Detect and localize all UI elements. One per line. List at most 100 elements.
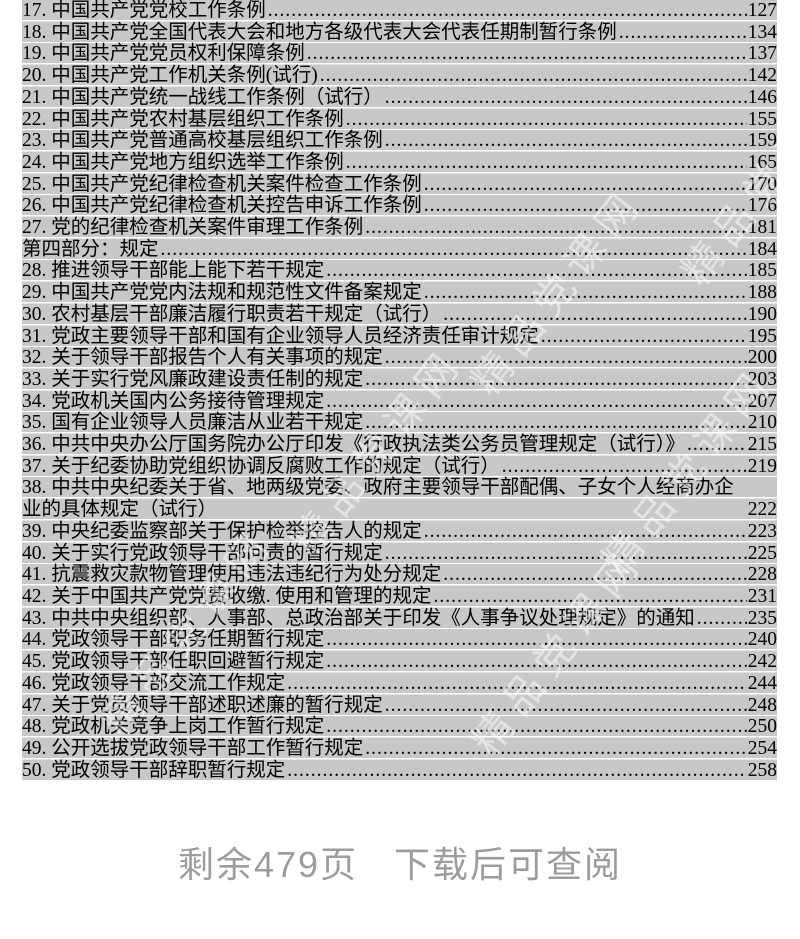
download-hint-text: 下载后可查阅 bbox=[394, 844, 623, 885]
toc-dot-leader: ........................................… bbox=[345, 151, 747, 173]
toc-dot-leader: ........................................… bbox=[384, 694, 747, 716]
toc-dot-leader: ........................................… bbox=[287, 759, 746, 781]
toc-entry-page-number: 146 bbox=[747, 86, 777, 108]
toc-dot-leader: ........................................… bbox=[365, 412, 747, 434]
toc-dot-leader: ........................................… bbox=[319, 65, 747, 87]
toc-entry-title: 35. 国有企业领导人员廉洁从业若干规定 bbox=[22, 412, 364, 434]
toc-entry: 23. 中国共产党普通高校基层组织工作条例 ..................… bbox=[22, 130, 777, 152]
toc-entry-page-number: 258 bbox=[747, 759, 777, 781]
toc-entry-title: 29. 中国共产党党内法规和规范性文件备案规定 bbox=[22, 282, 422, 304]
toc-entry-page-number: 210 bbox=[747, 412, 777, 434]
toc-entry-page-number: 200 bbox=[747, 347, 777, 369]
toc-dot-leader: ........................................… bbox=[433, 585, 747, 607]
toc-entry-page-number: 137 bbox=[747, 43, 777, 65]
toc-dot-leader: ........................................… bbox=[267, 0, 747, 21]
toc-entry-title: 36. 中共中央办公厅国务院办公厅印发《行政执法类公务员管理规定（试行）》 bbox=[22, 434, 686, 456]
toc-entry: 21. 中国共产党统一战线工作条例（试行） ..................… bbox=[22, 86, 777, 109]
toc-entry-title: 25. 中国共产党纪律检查机关案件检查工作条例 bbox=[22, 173, 422, 195]
toc-dot-leader: ........................................… bbox=[501, 455, 747, 477]
toc-entry: 36. 中共中央办公厅国务院办公厅印发《行政执法类公务员管理规定（试行）》 ..… bbox=[22, 434, 777, 456]
toc-entry-title: 43. 中共中央组织部、人事部、总政治部关于印发《人事争议处理规定》的通知 bbox=[22, 607, 695, 629]
toc-entry-page-number: 203 bbox=[747, 368, 777, 390]
toc-entry-title: 20. 中国共产党工作机关条例(试行) bbox=[22, 65, 318, 87]
toc-entry-title: 39. 中央纪委监察部关于保护检举控告人的规定 bbox=[22, 520, 422, 542]
toc-entry-title: 26. 中国共产党纪律检查机关控告申诉工作条例 bbox=[22, 195, 422, 217]
toc-entry: 20. 中国共产党工作机关条例(试行) ....................… bbox=[22, 65, 777, 87]
toc-entry-page-number: 142 bbox=[747, 65, 777, 87]
toc-entry-page-number: 159 bbox=[747, 130, 777, 152]
toc-dot-leader: ........................................… bbox=[423, 173, 747, 195]
toc-entry-page-number: 228 bbox=[747, 564, 777, 586]
toc-dot-leader: ........................................… bbox=[423, 195, 747, 217]
toc-entry: 24. 中国共产党地方组织选举工作条例 ....................… bbox=[22, 151, 777, 174]
toc-entry: 28. 推进领导干部能上能下若干规定 .....................… bbox=[22, 260, 777, 283]
toc-entry-title: 24. 中国共产党地方组织选举工作条例 bbox=[22, 151, 344, 173]
toc-entry-page-number: 215 bbox=[747, 434, 777, 456]
toc-entry-title: 33. 关于实行党风廉政建设责任制的规定 bbox=[22, 368, 364, 390]
toc-entry-page-number: 184 bbox=[747, 238, 777, 260]
toc-list: 17. 中国共产党党校工作条例 ........................… bbox=[22, 0, 777, 782]
toc-entry: 38. 中共中央纪委关于省、地两级党委、政府主要领导干部配偶、子女个人经商办企业… bbox=[22, 477, 777, 521]
toc-entry-title: 27. 党的纪律检查机关案件审理工作条例 bbox=[22, 217, 364, 239]
toc-entry-page-number: 165 bbox=[747, 151, 777, 173]
toc-entry: 26. 中国共产党纪律检查机关控告申诉工作条例 ................… bbox=[22, 195, 777, 218]
toc-entry-title: 45. 党政领导干部任职回避暂行规定 bbox=[22, 651, 325, 673]
toc-entry-title: 第四部分：规定 bbox=[22, 238, 159, 260]
toc-dot-leader: ........................................… bbox=[160, 238, 747, 260]
toc-entry-title: 34. 党政机关国内公务接待管理规定 bbox=[22, 390, 325, 412]
toc-dot-leader: ........................................… bbox=[326, 260, 747, 282]
toc-dot-leader: ........................................… bbox=[287, 672, 746, 694]
toc-entry-page-number: 248 bbox=[747, 694, 777, 716]
toc-entry-title: 44. 党政领导干部职务任期暂行规定 bbox=[22, 629, 325, 651]
toc-entry-title: 38. 中共中央纪委关于省、地两级党委、政府主要领导干部配偶、子女个人经商办企业… bbox=[22, 477, 734, 521]
toc-dot-leader: ........................................… bbox=[384, 86, 747, 108]
toc-dot-leader: ........................................… bbox=[384, 347, 747, 369]
toc-entry-page-number: 155 bbox=[747, 108, 777, 130]
toc-entry: 35. 国有企业领导人员廉洁从业若干规定 ...................… bbox=[22, 412, 777, 435]
toc-entry: 27. 党的纪律检查机关案件审理工作条例 ...................… bbox=[22, 217, 777, 239]
toc-entry-page-number: 240 bbox=[747, 629, 777, 651]
toc-entry: 第四部分：规定 ................................… bbox=[22, 238, 777, 261]
toc-entry-page-number: 188 bbox=[747, 282, 777, 304]
toc-dot-leader: ........................................… bbox=[345, 108, 747, 130]
toc-dot-leader: ........................................… bbox=[540, 325, 747, 347]
toc-entry-title: 42. 关于中国共产党党费收缴. 使用和管理的规定 bbox=[22, 585, 432, 607]
toc-entry-title: 23. 中国共产党普通高校基层组织工作条例 bbox=[22, 130, 383, 152]
toc-entry-page-number: 254 bbox=[747, 737, 777, 759]
toc-dot-leader: ........................................… bbox=[365, 737, 747, 759]
toc-entry: 32. 关于领导干部报告个人有关事项的规定 ..................… bbox=[22, 347, 777, 369]
toc-entry-page-number: 231 bbox=[747, 585, 777, 607]
toc-entry-title: 47. 关于党员领导干部述职述廉的暂行规定 bbox=[22, 694, 383, 716]
toc-entry-title: 30. 农村基层干部廉洁履行职责若干规定（试行） bbox=[22, 303, 442, 325]
toc-entry: 39. 中央纪委监察部关于保护检举控告人的规定 ................… bbox=[22, 520, 777, 543]
toc-dot-leader: ........................................… bbox=[306, 43, 747, 65]
toc-entry-page-number: 181 bbox=[747, 217, 777, 239]
toc-dot-leader: ........................................… bbox=[443, 564, 746, 586]
toc-dot-leader: ........................................… bbox=[423, 520, 747, 542]
toc-entry-title: 37. 关于纪委协助党组织协调反腐败工作的规定（试行） bbox=[22, 455, 500, 477]
toc-dot-leader: ........................................… bbox=[326, 651, 747, 673]
toc-entry-page-number: 176 bbox=[747, 195, 777, 217]
toc-entry-page-number: 219 bbox=[747, 455, 777, 477]
toc-entry: 34. 党政机关国内公务接待管理规定 .....................… bbox=[22, 390, 777, 413]
toc-entry: 29. 中国共产党党内法规和规范性文件备案规定 ................… bbox=[22, 282, 777, 304]
toc-entry-page-number: 223 bbox=[747, 520, 777, 542]
toc-entry-title: 49. 公开选拔党政领导干部工作暂行规定 bbox=[22, 737, 364, 759]
download-notice: 剩余479页 下载后可查阅 bbox=[0, 836, 800, 888]
toc-entry: 37. 关于纪委协助党组织协调反腐败工作的规定（试行） ............… bbox=[22, 455, 777, 478]
toc-entry-title: 50. 党政领导干部辞职暂行规定 bbox=[22, 759, 286, 781]
toc-dot-leader: ........................................… bbox=[696, 607, 747, 629]
toc-dot-leader: ........................................… bbox=[687, 434, 747, 456]
toc-entry-title: 46. 党政领导干部交流工作规定 bbox=[22, 672, 286, 694]
toc-entry: 49. 公开选拔党政领导干部工作暂行规定 ...................… bbox=[22, 737, 777, 760]
toc-entry: 19. 中国共产党党员权利保障条例 ......................… bbox=[22, 43, 777, 66]
toc-entry-page-number: 207 bbox=[747, 390, 777, 412]
toc-entry: 22. 中国共产党农村基层组织工作条例 ....................… bbox=[22, 108, 777, 131]
toc-entry-page-number: 127 bbox=[747, 0, 777, 21]
toc-entry-title: 21. 中国共产党统一战线工作条例（试行） bbox=[22, 86, 383, 108]
toc-entry: 43. 中共中央组织部、人事部、总政治部关于印发《人事争议处理规定》的通知 ..… bbox=[22, 607, 777, 630]
toc-entry: 25. 中国共产党纪律检查机关案件检查工作条例 ................… bbox=[22, 173, 777, 196]
toc-entry-page-number: 244 bbox=[747, 672, 777, 694]
toc-entry: 17. 中国共产党党校工作条例 ........................… bbox=[22, 0, 777, 22]
